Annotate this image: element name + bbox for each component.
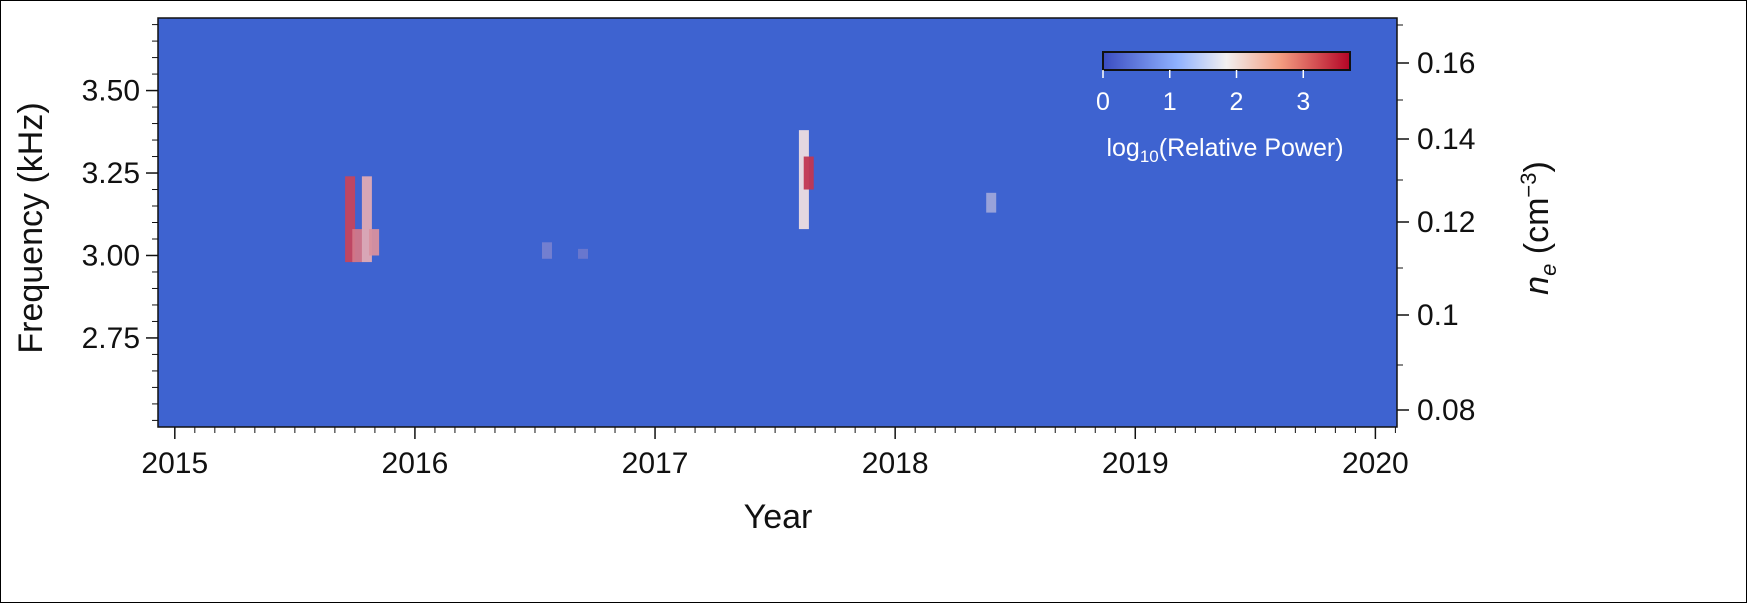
colorbar-tick-label: 2 xyxy=(1230,88,1244,116)
right-y-label-unit-exp: −3 xyxy=(1516,172,1541,197)
colorbar-gradient xyxy=(1102,51,1351,71)
heatmap-feature xyxy=(361,176,372,263)
x-tick-label: 2019 xyxy=(1102,447,1169,480)
heatmap-feature xyxy=(369,229,380,256)
y-axis-label: Frequency (kHz) xyxy=(12,102,50,353)
right-y-label-main: n xyxy=(1518,276,1556,295)
right-y-label-sub: e xyxy=(1536,264,1561,276)
right-y-tick-label: 0.08 xyxy=(1417,394,1475,427)
right-y-axis-label: ne (cm−3) xyxy=(1516,161,1561,295)
x-tick-label: 2017 xyxy=(622,447,689,480)
right-y-tick-label: 0.1 xyxy=(1417,299,1459,332)
x-axis-label: Year xyxy=(744,498,813,536)
right-y-label-unit-close: ) xyxy=(1518,161,1556,172)
right-y-tick-label: 0.14 xyxy=(1417,123,1475,156)
x-tick-label: 2015 xyxy=(141,447,208,480)
x-tick-label: 2020 xyxy=(1342,447,1409,480)
heatmap-feature xyxy=(345,176,356,263)
colorbar-tick-label: 0 xyxy=(1096,88,1110,116)
colorbar-label: log10(Relative Power) xyxy=(1106,134,1343,166)
heatmap-feature xyxy=(541,242,552,259)
y-tick-label: 2.75 xyxy=(82,322,140,355)
y-tick-label: 3.25 xyxy=(82,157,140,190)
y-tick-label: 3.00 xyxy=(82,239,140,272)
x-tick-label: 2016 xyxy=(382,447,449,480)
right-y-label-unit-open: (cm xyxy=(1518,198,1556,264)
heatmap-feature xyxy=(803,156,814,190)
right-y-tick-label: 0.16 xyxy=(1417,47,1475,80)
heatmap-feature xyxy=(986,192,997,213)
heatmap-feature xyxy=(578,248,589,259)
y-tick-label: 3.50 xyxy=(82,75,140,108)
colorbar-tick-label: 1 xyxy=(1163,88,1177,116)
right-y-tick-label: 0.12 xyxy=(1417,206,1475,239)
heatmap-background xyxy=(158,18,1397,427)
heatmap-feature xyxy=(352,229,363,263)
colorbar-tick-label: 3 xyxy=(1296,88,1310,116)
x-tick-label: 2018 xyxy=(862,447,929,480)
